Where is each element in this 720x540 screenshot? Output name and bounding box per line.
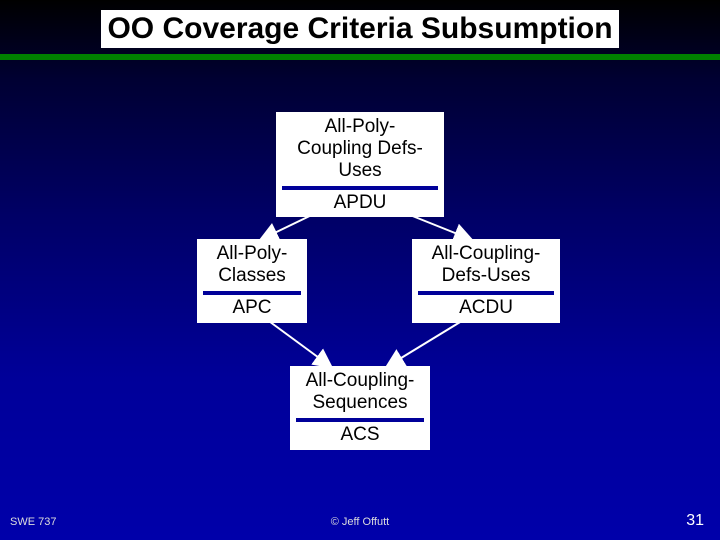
node-apc: All-Poly- Classes APC [197,239,307,323]
node-acs-acronym: ACS [296,418,424,446]
title-block: OO Coverage Criteria Subsumption [0,10,720,60]
node-apdu: All-Poly- Coupling Defs- Uses APDU [276,112,444,217]
footer-center: © Jeff Offutt [0,516,720,528]
title-underline [0,54,720,60]
node-acdu-label-0: All-Coupling- [418,243,554,265]
node-acs-label-1: Sequences [296,392,424,414]
node-acdu-acronym: ACDU [418,291,554,319]
node-apc-label-0: All-Poly- [203,243,301,265]
footer-right: 31 [686,512,704,530]
arrow-apc-acs [262,316,330,366]
node-acs-label-0: All-Coupling- [296,370,424,392]
node-apdu-label-1: Coupling Defs- [282,138,438,160]
arrow-acdu-acs [388,316,470,366]
node-apdu-acronym: APDU [282,186,438,214]
slide: OO Coverage Criteria Subsumption All-Pol… [0,0,720,540]
node-acdu-label-1: Defs-Uses [418,265,554,287]
node-acdu: All-Coupling- Defs-Uses ACDU [412,239,560,323]
node-apdu-label-2: Uses [282,160,438,182]
arrows-layer [0,0,720,540]
node-acs: All-Coupling- Sequences ACS [290,366,430,450]
node-apc-label-1: Classes [203,265,301,287]
page-title: OO Coverage Criteria Subsumption [101,10,618,48]
node-apdu-label-0: All-Poly- [282,116,438,138]
node-apc-acronym: APC [203,291,301,319]
